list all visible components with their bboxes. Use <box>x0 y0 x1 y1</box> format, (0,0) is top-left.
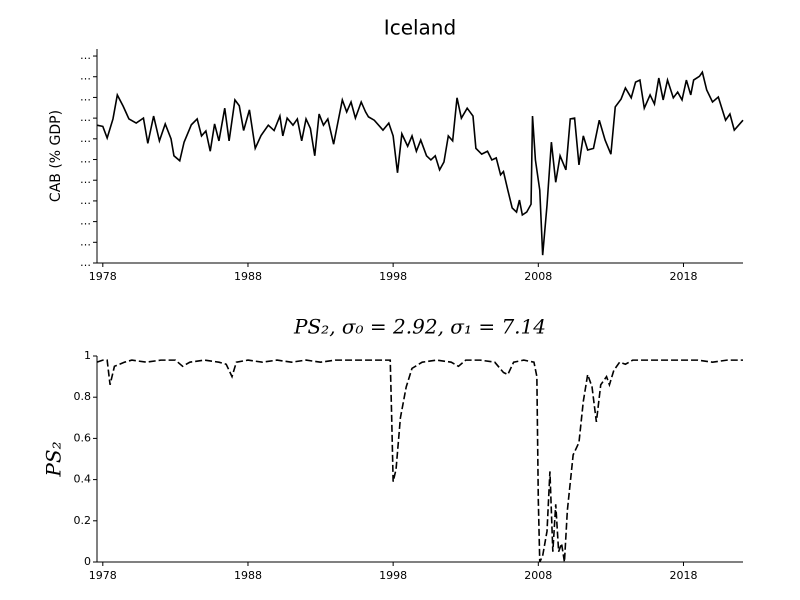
x-tick-label: 2008 <box>524 270 552 283</box>
x-tick-label: 1988 <box>234 270 262 283</box>
x-tick-label: 2008 <box>524 569 552 582</box>
x-tick-label: 2018 <box>669 569 697 582</box>
data-line <box>96 359 743 563</box>
y-tick-label: … <box>80 235 91 248</box>
data-line <box>96 70 744 256</box>
y-tick-label: 0.2 <box>74 514 92 527</box>
y-tick-label: 0.6 <box>74 431 92 444</box>
y-tick-label: … <box>80 173 91 186</box>
chart-title: PS₂, σ₀ = 2.92, σ₁ = 7.14 <box>293 315 546 339</box>
y-tick-label: … <box>80 215 91 228</box>
y-tick-label: … <box>80 49 91 62</box>
y-tick-label: … <box>80 194 91 207</box>
y-tick-label: … <box>80 153 91 166</box>
y-tick-label: 0.4 <box>74 473 92 486</box>
x-tick-label: 1988 <box>234 569 262 582</box>
y-axis-label: CAB (% GDP) <box>48 110 64 202</box>
chart-title: Iceland <box>384 16 456 40</box>
x-tick-label: 1998 <box>379 270 407 283</box>
y-axis-label: PS₂ <box>42 441 66 477</box>
y-tick-label: … <box>80 90 91 103</box>
x-tick-label: 1998 <box>379 569 407 582</box>
y-tick-label: 0 <box>84 555 91 568</box>
y-tick-label: 1 <box>84 349 91 362</box>
y-tick-label: … <box>80 132 91 145</box>
x-tick-label: 1978 <box>89 270 117 283</box>
y-tick-label: … <box>80 70 91 83</box>
x-tick-label: 2018 <box>669 270 697 283</box>
y-tick-label: 0.8 <box>74 390 92 403</box>
y-tick-label: … <box>80 256 91 269</box>
y-tick-label: … <box>80 111 91 124</box>
x-tick-label: 1978 <box>89 569 117 582</box>
